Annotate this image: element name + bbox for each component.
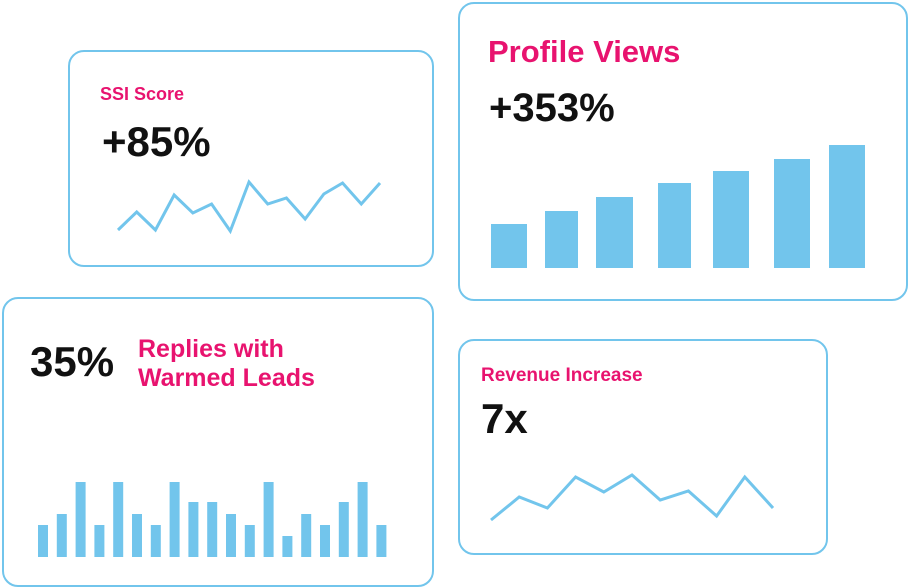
replies-bar: [75, 482, 86, 557]
profile-views-bar: [774, 159, 810, 268]
replies-bar: [244, 525, 255, 557]
replies-value: 35%: [30, 338, 115, 385]
profile-views-value: +353%: [489, 86, 615, 130]
replies-card: [2, 297, 434, 587]
replies-bar: [113, 482, 124, 557]
revenue-card: [458, 339, 828, 555]
replies-bar: [226, 514, 236, 557]
ssi-trend-line: [116, 179, 382, 235]
revenue-value: 7x: [481, 395, 528, 442]
replies-bar: [320, 525, 330, 557]
replies-bar: [94, 525, 105, 557]
replies-bar: [150, 525, 161, 557]
replies-bar: [282, 536, 293, 557]
replies-bar: [207, 502, 218, 557]
ssi-score-card: [68, 50, 434, 267]
profile-views-bar: [596, 197, 633, 268]
replies-bar: [301, 514, 312, 557]
replies-bar: [132, 514, 142, 557]
profile-views-bar: [713, 171, 749, 268]
replies-bar: [357, 482, 368, 557]
replies-bar: [188, 502, 199, 557]
replies-bar: [376, 525, 387, 557]
replies-bar: [338, 502, 349, 557]
revenue-label: Revenue Increase: [481, 365, 643, 386]
replies-bar: [56, 514, 67, 557]
ssi-score-label: SSI Score: [100, 84, 185, 104]
replies-label: Replies with Warmed Leads: [138, 335, 315, 393]
profile-views-bar: [545, 211, 578, 268]
profile-views-label: Profile Views: [488, 34, 681, 69]
ssi-score-value: +85%: [102, 118, 211, 165]
revenue-trend-line: [490, 473, 775, 522]
replies-bar: [38, 525, 48, 557]
profile-views-bar: [491, 224, 527, 268]
profile-views-bar: [829, 145, 865, 268]
profile-views-bar: [658, 183, 691, 268]
replies-bar: [169, 482, 180, 557]
replies-label-line1: Replies with: [138, 335, 284, 363]
replies-bar: [263, 482, 274, 557]
replies-label-line2: Warmed Leads: [138, 364, 315, 392]
